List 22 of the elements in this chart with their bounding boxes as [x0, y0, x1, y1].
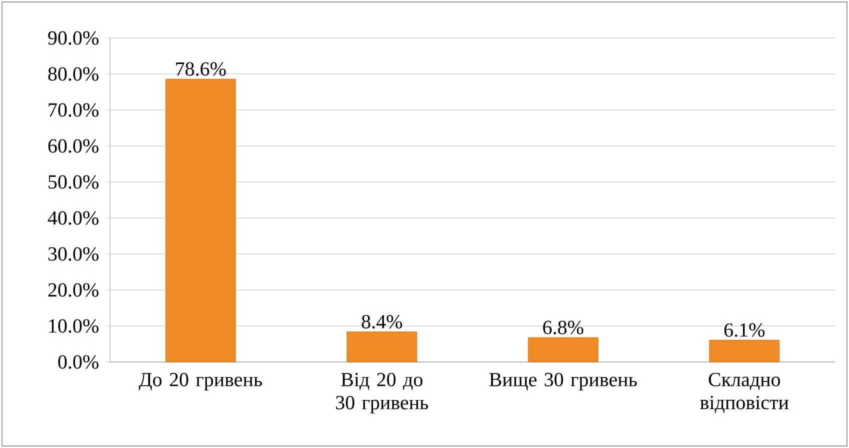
y-tick-label: 10.0%	[49, 319, 98, 333]
y-tick-label: 50.0%	[48, 175, 98, 189]
x-tick-label: Вище 30 гривень	[489, 372, 637, 390]
data-label: 8.4%	[362, 314, 402, 329]
y-tick-label: 90.0%	[48, 31, 98, 45]
bar	[528, 337, 598, 362]
x-tick-label: Від 20 до 30 гривень	[336, 372, 428, 414]
bar	[346, 332, 418, 362]
data-label: 6.8%	[543, 320, 584, 334]
x-tick-label: До 20 гривень	[138, 372, 262, 390]
bar	[165, 78, 236, 362]
bar	[709, 340, 780, 362]
y-tick-label: 0.0%	[58, 355, 98, 369]
y-tick-label: 20.0%	[48, 283, 98, 297]
y-tick-label: 70.0%	[48, 103, 98, 117]
data-label: 6.1%	[724, 323, 765, 337]
y-tick-label: 80.0%	[48, 67, 98, 81]
y-tick-label: 30.0%	[48, 247, 98, 261]
y-tick-label: 60.0%	[48, 139, 98, 153]
y-tick-label: 40.0%	[48, 211, 98, 225]
x-tick-label: Складно відповісти	[700, 372, 789, 413]
data-label: 78.6%	[176, 62, 226, 76]
